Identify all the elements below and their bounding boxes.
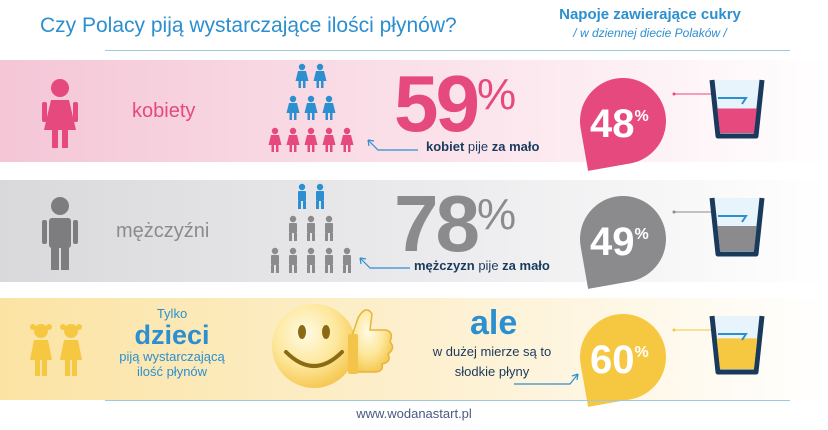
men-caption-bold: mężczyzn [414,258,475,273]
kids-sugar-percent: 60% [590,338,649,383]
men-band [0,180,828,282]
kids-line-children: dzieci [134,320,210,350]
women-sugar-value: 48 [590,102,635,146]
men-caption: mężczyzn pije za mało [414,258,550,273]
men-pointer-arrow-icon [359,257,410,269]
men-sugar-percent: 49% [590,220,649,265]
kids-sweet-text: w dużej mierze są to słodkie płyny [412,342,572,381]
men-glass-icon [672,197,765,257]
men-sugar-sign: % [634,226,649,243]
women-caption-rest: pije [464,139,492,154]
sugar-drinks-subtitle: / w dziennej diecie Polaków / [573,26,727,40]
woman-icon [42,79,78,148]
women-percent-sign: % [476,70,517,119]
children-icon [30,324,82,376]
man-icon [42,197,78,270]
women-pointer-arrow-icon [367,139,418,151]
men-pyramid-icon [271,183,351,273]
women-caption-bold: kobiet [426,139,465,154]
men-percent-sign: % [476,190,517,239]
men-percent-value: 78 [394,179,480,268]
footer-url: www.wodanastart.pl [356,406,472,421]
page-title: Czy Polacy piją wystarczające ilości pły… [40,14,457,37]
men-caption-rest: pije [474,258,503,273]
men-label: mężczyźni [116,220,210,242]
kids-sweet-line-1: w dużej mierze są to [432,344,552,359]
women-label: kobiety [132,100,196,122]
kids-but: ale [470,304,518,342]
women-pyramid-icon [268,63,354,152]
kids-sugar-sign: % [634,344,649,361]
men-percent: 78% [394,184,516,264]
kids-line-amount: ilość płynów [136,364,208,380]
top-divider [105,50,790,51]
bottom-divider [105,400,790,401]
kids-line-only: Tylko [156,306,188,321]
women-percent-value: 59 [394,59,480,148]
women-band [0,60,828,162]
kids-sugar-value: 60 [590,338,635,382]
kids-pointer-arrow-icon [514,373,579,385]
men-sugar-value: 49 [590,220,635,264]
women-glass-icon [672,79,765,139]
women-sugar-sign: % [634,108,649,125]
women-caption-bold2: za mało [491,139,540,154]
women-percent: 59% [394,64,516,144]
kids-text: Tylko dzieci piją wystarczającą ilość pł… [112,306,232,379]
kids-sweet-line-2: słodkie płyny [454,363,530,379]
kids-line-drink: piją wystarczającą [119,349,225,365]
smiley-thumbs-up-icon [272,304,394,388]
kids-band [0,298,828,400]
sugar-drinks-title: Napoje zawierające cukry [559,6,741,23]
sugar-drinks-heading: Napoje zawierające cukry / w dziennej di… [540,6,760,40]
kids-glass-icon [672,315,765,375]
women-sugar-percent: 48% [590,102,649,147]
men-caption-bold2: za mało [502,258,550,273]
women-caption: kobiet pije za mało [426,139,539,154]
